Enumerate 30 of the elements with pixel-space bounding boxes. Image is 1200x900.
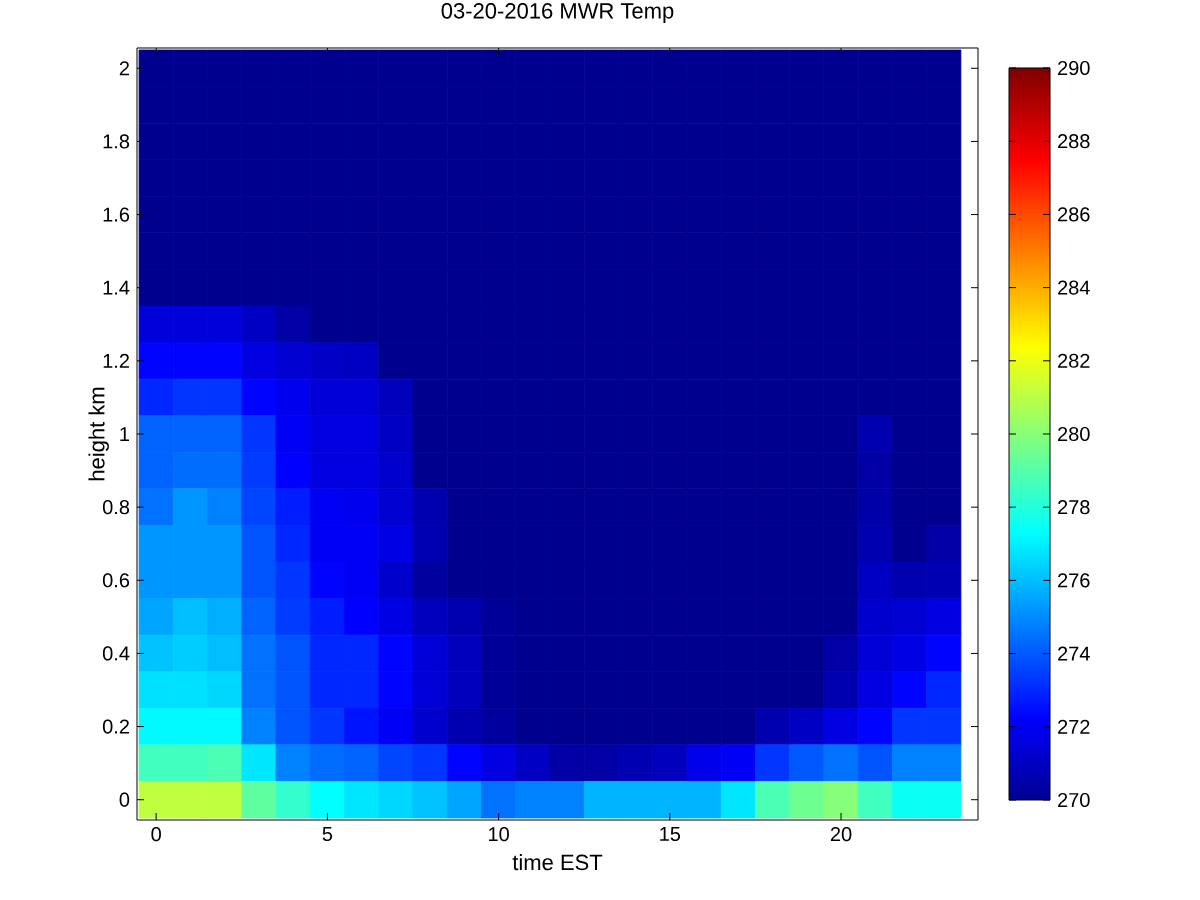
x-tick-label: 20 [830,827,852,842]
x-tick-label: 10 [489,827,509,842]
y-tick-label: 2 [119,61,129,76]
y-tick-label: 0.8 [102,500,130,515]
y-tick-label: 1.4 [103,280,130,295]
y-tick-label: 1.6 [103,207,130,222]
x-tick-label: 5 [322,827,333,841]
color-bar-label: 288 [1058,134,1090,149]
y-tick-label: 1.8 [103,134,130,149]
y-tick-label: 1 [120,427,129,441]
color-bar-label: 278 [1058,500,1090,515]
y-tick-label: 0 [119,792,130,807]
x-tick-label: 0 [151,827,161,842]
color-bar-label: 270 [1058,792,1090,808]
y-tick-label: 0.4 [102,646,130,661]
x-tick-label: 15 [660,827,681,841]
y-tick-label: 1.2 [103,353,129,368]
color-bar-label: 290 [1058,60,1090,76]
y-tick-label: 0.6 [102,573,130,588]
y-tick-label: 0.2 [102,719,129,734]
color-bar-label: 274 [1058,646,1090,661]
color-bar-label: 282 [1058,353,1090,368]
chart-title: 03-20-2016 MWR Temp [441,3,674,23]
x-axis-title: time EST [512,854,603,871]
color-bar-label: 276 [1058,573,1090,588]
color-bar-label: 280 [1058,426,1090,442]
color-bar-label: 286 [1058,207,1090,222]
color-bar-label: 284 [1058,280,1090,295]
y-axis-title: height km [88,387,109,481]
color-bar-label: 272 [1058,719,1090,734]
